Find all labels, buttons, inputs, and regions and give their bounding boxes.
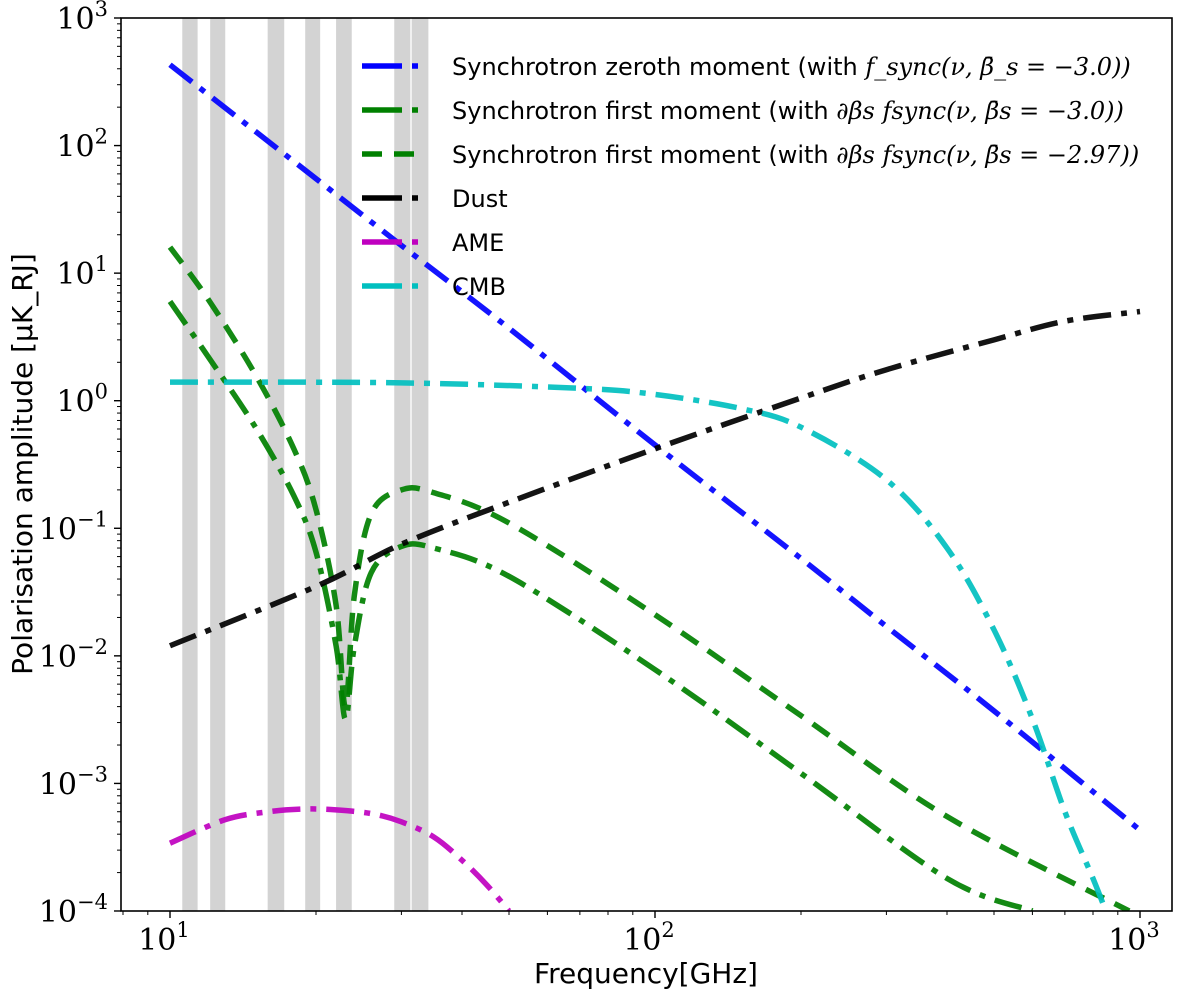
x-axis-label: Frequency[GHz] [534, 957, 758, 990]
series-line [168, 308, 1141, 649]
y-axis-label-group: Polarisation amplitude [μK_RJ] [6, 253, 39, 675]
x-tick-label: 101 [138, 918, 190, 958]
legend-entry: AME [452, 229, 504, 257]
series-line [167, 299, 1034, 911]
shaded-frequency-band [336, 18, 352, 911]
shaded-frequency-band [411, 18, 429, 911]
legend-entry: Dust [452, 185, 508, 213]
data-series [167, 62, 1142, 911]
legend-entry: Synchrotron first moment (with ∂βs fsync… [452, 97, 1124, 125]
series-line [167, 245, 1131, 911]
legend-entry: Synchrotron zeroth moment (with f_sync(ν… [452, 53, 1131, 81]
y-tick-label: 10−2 [39, 635, 108, 675]
shaded-frequency-band [210, 18, 226, 911]
shaded-frequency-band [305, 18, 321, 911]
legend-entry: Synchrotron first moment (with ∂βs fsync… [452, 141, 1139, 169]
plot-frame [120, 17, 1173, 912]
legend: Synchrotron zeroth moment (with f_sync(ν… [362, 53, 1139, 301]
x-axis-ticks: 101 102 103 [122, 911, 1160, 958]
series-line [168, 62, 1142, 833]
x-tick-label: 102 [623, 918, 675, 958]
y-axis-label: Polarisation amplitude [μK_RJ] [6, 253, 39, 675]
series-line [169, 379, 1109, 911]
x-tick-label: 103 [1108, 918, 1160, 958]
series-line [168, 806, 512, 911]
y-tick-label: 100 [56, 380, 108, 420]
shaded-frequency-band [267, 18, 285, 911]
legend-entry: CMB [452, 273, 506, 301]
shaded-frequency-band [182, 18, 198, 911]
